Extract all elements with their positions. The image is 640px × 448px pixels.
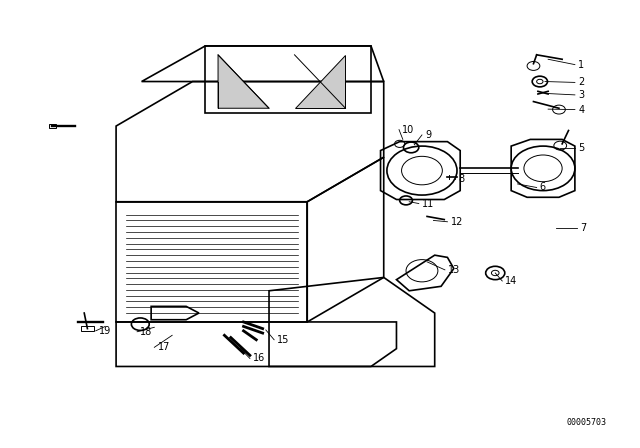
Text: 2: 2 — [578, 78, 584, 87]
Bar — [81, 327, 94, 331]
Text: 17: 17 — [157, 342, 170, 352]
Text: 19: 19 — [99, 326, 111, 336]
Text: 5: 5 — [578, 143, 584, 153]
Polygon shape — [218, 55, 269, 108]
Text: 16: 16 — [253, 353, 266, 363]
Text: 15: 15 — [277, 335, 290, 345]
Text: 14: 14 — [506, 276, 518, 286]
Text: 13: 13 — [448, 265, 460, 275]
Text: 12: 12 — [451, 217, 463, 227]
Text: 10: 10 — [402, 125, 415, 134]
Text: 18: 18 — [140, 327, 152, 337]
Text: 00005703: 00005703 — [567, 418, 607, 426]
Text: 9: 9 — [425, 130, 431, 140]
Text: 7: 7 — [580, 224, 587, 233]
Text: 1: 1 — [578, 60, 584, 69]
Bar — [49, 124, 56, 128]
Polygon shape — [294, 55, 346, 108]
Text: 6: 6 — [540, 182, 546, 193]
Text: 11: 11 — [422, 198, 434, 208]
Circle shape — [492, 270, 499, 276]
Text: 3: 3 — [578, 90, 584, 100]
Text: 4: 4 — [578, 104, 584, 115]
Text: 8: 8 — [458, 174, 465, 185]
